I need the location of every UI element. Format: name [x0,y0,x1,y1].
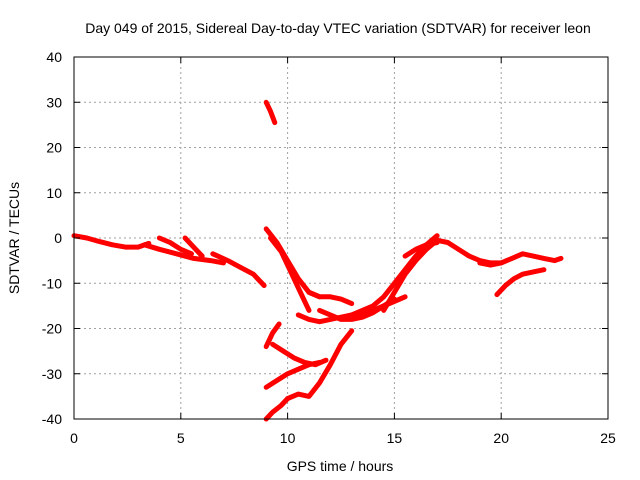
series-track-p [477,251,564,268]
x-tick-label: 5 [177,430,185,446]
x-tick-label: 0 [70,430,78,446]
series-track-b [142,242,226,266]
series-track-u [263,396,291,422]
y-tick-label: 20 [46,140,62,156]
series-track-h [268,235,312,313]
series-track-k [317,296,397,322]
series-track-a [71,233,152,250]
series-track-v [285,328,355,402]
series-track-e [210,251,267,288]
y-tick-label: -10 [42,275,62,291]
series-track-t [270,341,329,368]
x-axis-label: GPS time / hours [287,458,394,474]
series-track-c [156,235,194,257]
series-track-i [306,289,355,307]
x-tick-label: 10 [280,430,296,446]
y-tick-label: 30 [46,94,62,110]
data-series [71,99,564,422]
grid-lines [74,57,608,419]
y-axis-ticks: -40 -30 -20 -10 0 10 20 30 40 [42,49,608,427]
y-tick-label: -30 [42,366,62,382]
y-tick-label: 40 [46,49,62,65]
y-tick-label: 0 [54,230,62,246]
x-tick-label: 15 [387,430,403,446]
series-track-d [182,235,205,259]
series-track-f [263,99,278,126]
x-tick-label: 25 [600,430,616,446]
x-axis-ticks: 0 5 10 15 20 25 [70,57,616,446]
series-track-r [263,321,282,350]
y-tick-label: -40 [42,411,62,427]
x-tick-label: 20 [493,430,509,446]
series-track-q [494,267,547,298]
y-tick-label: 10 [46,185,62,201]
y-tick-label: -20 [42,321,62,337]
chart-title: Day 049 of 2015, Sidereal Day-to-day VTE… [85,20,591,36]
y-axis-label: SDTVAR / TECUs [6,182,22,294]
